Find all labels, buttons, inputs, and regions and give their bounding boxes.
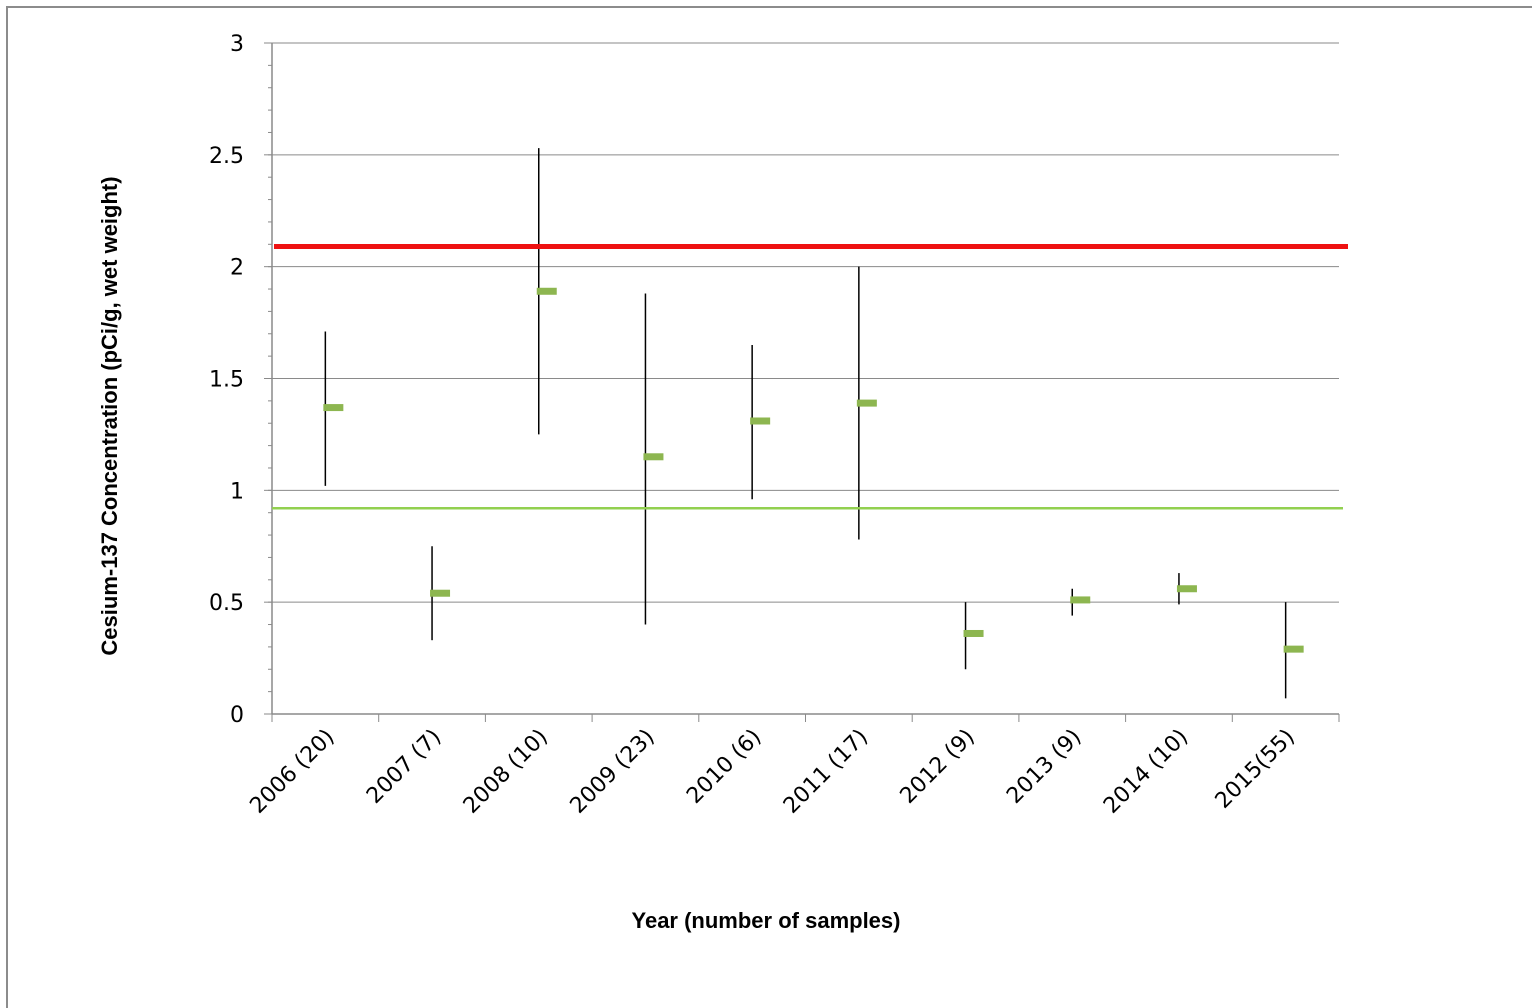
data-marker <box>323 404 344 412</box>
x-tick-label: 2012 (9) <box>896 725 980 809</box>
y-tick-label: 2 <box>230 256 244 281</box>
data-marker <box>1176 585 1197 593</box>
x-tick-label: 2010 (6) <box>682 725 766 809</box>
x-tick-label: 2011 (17) <box>779 725 873 819</box>
x-tick-labels: 2006 (20) 2007 (7) 2008 (10) 2009 (23) 2010 … <box>245 725 1299 819</box>
data-marker <box>430 589 451 597</box>
x-tick-label: 2013 (9) <box>1002 725 1086 809</box>
data-marker <box>750 417 771 425</box>
reference-lines <box>272 244 1348 510</box>
data-marker <box>1283 645 1304 653</box>
x-tick-label: 2007 (7) <box>362 725 446 809</box>
y-tick-label: 0 <box>230 703 244 728</box>
axes <box>264 42 1340 722</box>
gridlines <box>272 42 1339 603</box>
y-tick-label: 2.5 <box>209 144 244 169</box>
data-marker <box>643 453 664 461</box>
y-tick-label: 0.5 <box>209 591 244 616</box>
y-tick-label: 1.5 <box>209 368 244 393</box>
chart-frame <box>6 6 1532 1008</box>
data-marker <box>536 287 557 295</box>
x-tick-label: 2009 (23) <box>566 725 660 819</box>
y-tick-labels: 0 0.5 1 1.5 2 2.5 3 <box>209 32 244 728</box>
x-axis-title: Year (number of samples) <box>632 908 901 933</box>
data-marker <box>1070 596 1091 604</box>
y-tick-label: 3 <box>230 32 244 57</box>
y-axis-title: Cesium-137 Concentration (pCi/g, wet wei… <box>97 176 122 655</box>
data-marker <box>963 629 984 637</box>
x-tick-label: 2015(55) <box>1211 725 1300 814</box>
range-lines <box>324 148 1287 699</box>
x-tick-label: 2008 (10) <box>459 725 553 819</box>
x-tick-label: 2006 (20) <box>245 725 339 819</box>
x-tick-label: 2014 (10) <box>1099 725 1193 819</box>
data-marker <box>856 399 877 407</box>
data-markers <box>323 287 1304 653</box>
y-tick-label: 1 <box>230 479 244 504</box>
